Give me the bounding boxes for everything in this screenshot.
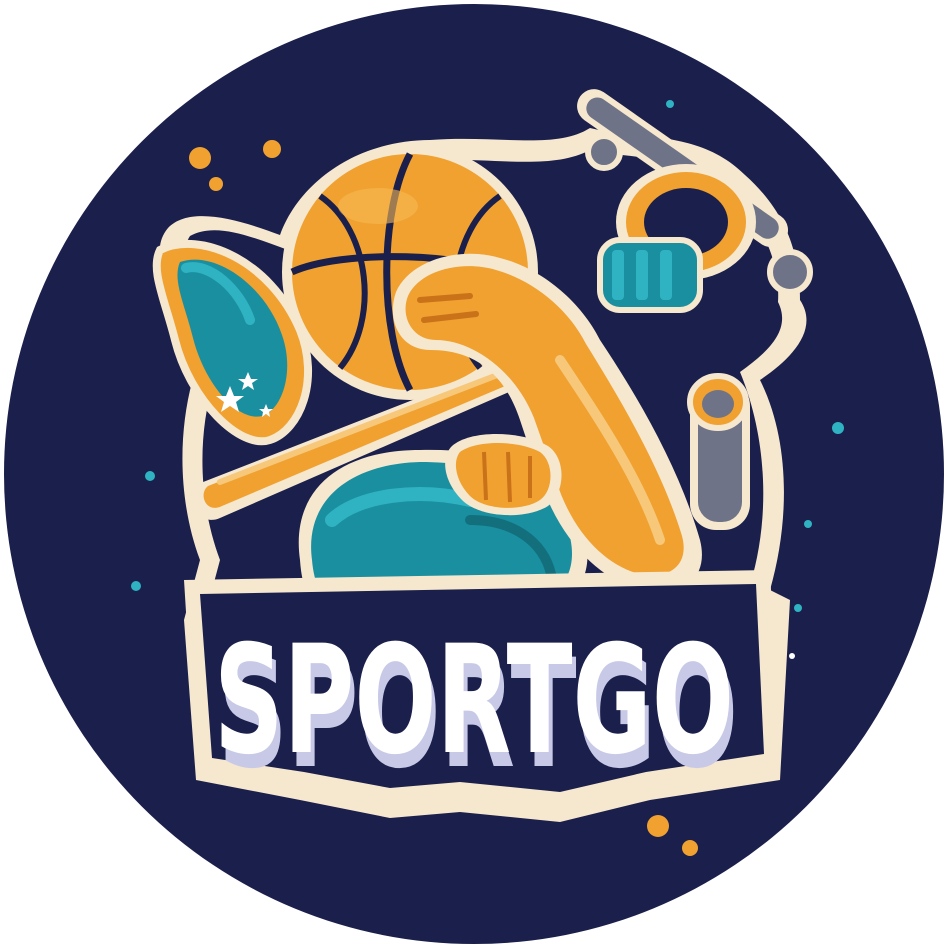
wordmark: SPORTGO — [214, 614, 734, 788]
wordmark-plate-inner — [200, 584, 764, 792]
dumbbell-bar-icon — [687, 373, 750, 530]
fist-icon — [392, 253, 702, 593]
racket-icon — [152, 239, 312, 446]
bat-icon — [192, 356, 541, 520]
hand-icon — [445, 434, 562, 516]
wordmark-shadow: SPORTGO — [218, 628, 738, 802]
stars-icon — [216, 372, 273, 417]
dumbbell-icon — [577, 89, 813, 313]
